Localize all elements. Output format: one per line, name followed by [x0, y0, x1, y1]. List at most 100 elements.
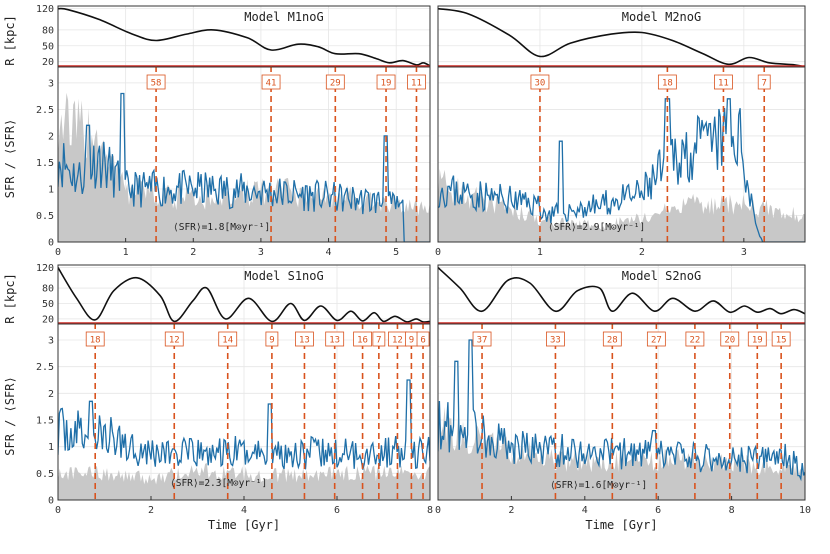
pericenter-label-box [685, 331, 705, 347]
pericenter-label: 9 [269, 336, 274, 346]
y-axis-label-radius: R [kpc] [3, 273, 17, 324]
pericenter-label-box [747, 331, 767, 347]
y-tick-label: 2.5 [36, 362, 54, 373]
pericenter-label-box [657, 74, 677, 90]
x-axis-label: Time [Gyr] [208, 518, 280, 532]
reference-sfr-area [438, 168, 805, 242]
x-tick-label: 4 [582, 505, 588, 516]
pericenter-label: 13 [329, 336, 340, 346]
x-tick-label: 0 [435, 247, 441, 258]
pericenter-label-box [85, 331, 105, 347]
x-tick-label: 0 [435, 505, 441, 516]
y-tick-label: 80 [42, 284, 54, 295]
y-tick-label: 50 [42, 41, 54, 52]
pericenter-label-box [546, 331, 565, 347]
sfr-series-line [438, 339, 805, 482]
y-tick-label: 50 [42, 299, 54, 310]
pericenter-label-box [372, 331, 386, 347]
panel-2: 18 12 14 9 13 13 16 7 12 9 60 2 4 6 812080502000.511.5… [3, 263, 433, 532]
pericenter-label: 11 [718, 79, 729, 89]
y-tick-label: 1.5 [36, 158, 54, 169]
pericenter-label: 16 [357, 336, 368, 346]
y-tick-label: 3 [48, 78, 54, 89]
x-tick-label: 4 [241, 505, 247, 516]
y-axis-label-sfr: SFR / ⟨SFR⟩ [3, 119, 17, 198]
pericenter-label-box [353, 331, 372, 347]
average-sfr-annotation: ⟨SFR⟩=2.3[M⊙yr⁻¹] [170, 478, 267, 489]
sfr-series-line [438, 98, 805, 242]
x-tick-label: 2 [148, 505, 154, 516]
pericenter-label-box [164, 331, 184, 347]
y-tick-label: 1 [48, 184, 54, 195]
y-tick-label: 20 [42, 57, 54, 68]
panel-1: 30 18 11 7 0 1 2 3 Model M2noG ⟨SFR⟩=2.9[M⊙yr⁻¹] [435, 5, 806, 258]
pericenter-label-box [757, 74, 771, 90]
pericenter-label-box [602, 331, 622, 347]
panel-title: Model S2noG [622, 269, 701, 283]
pericenter-label: 37 [477, 336, 488, 346]
reference-sfr-area [58, 463, 430, 500]
pericenter-label: 6 [420, 336, 425, 346]
pericenter-label: 20 [724, 336, 735, 346]
panel-title: Model M1noG [244, 10, 323, 24]
x-tick-label: 2 [508, 505, 514, 516]
orbit-radius-line [438, 267, 805, 315]
pericenter-label: 29 [330, 79, 341, 89]
pericenter-label: 7 [762, 79, 767, 89]
y-tick-label: 2.5 [36, 105, 54, 116]
pericenter-label: 14 [222, 336, 233, 346]
x-tick-label: 8 [427, 505, 433, 516]
sfr-series-line [58, 379, 430, 470]
pericenter-label: 15 [776, 336, 787, 346]
average-sfr-annotation: ⟨SFR⟩=1.8[M⊙yr⁻¹] [173, 222, 270, 233]
pericenter-label: 18 [90, 336, 101, 346]
pericenter-label-box [714, 74, 733, 90]
y-tick-label: 20 [42, 314, 54, 325]
x-tick-label: 1 [123, 247, 129, 258]
x-tick-label: 5 [393, 247, 399, 258]
pericenter-label: 9 [409, 336, 414, 346]
x-tick-label: 3 [741, 247, 747, 258]
pericenter-label: 19 [752, 336, 763, 346]
average-sfr-annotation: ⟨SFR⟩=2.9[M⊙yr⁻¹] [548, 222, 645, 233]
orbit-radius-line [438, 7, 805, 67]
reference-sfr-area [438, 406, 805, 500]
y-tick-label: 0 [48, 496, 54, 507]
bottom-axes-frame [437, 323, 806, 501]
pericenter-label-box [261, 74, 281, 90]
y-axis-label-sfr: SFR / ⟨SFR⟩ [3, 376, 17, 455]
pericenter-label-box [325, 331, 345, 347]
y-tick-label: 1.5 [36, 416, 54, 427]
pericenter-label-box [265, 331, 279, 347]
y-tick-label: 2 [48, 131, 54, 142]
pericenter-label-box [146, 74, 166, 90]
orbit-radius-line [58, 267, 430, 323]
pericenter-label: 41 [266, 79, 277, 89]
pericenter-label: 12 [169, 336, 180, 346]
x-tick-label: 1 [537, 247, 543, 258]
panel-title: Model S1noG [244, 269, 323, 283]
panel-0: 58 41 29 19 11 0 1 2 3 4 5 120 80 50 20 0 0.5 1 1.5 2 2.5 3 R … [3, 4, 431, 258]
y-tick-label: 120 [36, 263, 54, 274]
reference-sfr-area [58, 92, 430, 242]
pericenter-label: 28 [607, 336, 618, 346]
pericenter-label-box [646, 331, 666, 347]
pericenter-label-box [295, 331, 314, 347]
x-axis-label: Time [Gyr] [585, 518, 657, 532]
sfr-series-line [58, 92, 430, 242]
y-tick-label: 0 [48, 238, 54, 249]
y-tick-label: 80 [42, 25, 54, 36]
x-tick-label: 10 [799, 505, 811, 516]
x-tick-label: 2 [639, 247, 645, 258]
x-tick-label: 4 [326, 247, 332, 258]
pericenter-label-box [376, 74, 396, 90]
pericenter-label-box [771, 331, 791, 347]
pericenter-label: 19 [381, 79, 392, 89]
pericenter-label: 30 [535, 79, 546, 89]
y-tick-label: 0.5 [36, 211, 54, 222]
pericenter-label: 18 [662, 79, 673, 89]
pericenter-label-box [218, 331, 238, 347]
x-tick-label: 3 [258, 247, 264, 258]
average-sfr-annotation: ⟨SFR⟩=1.6[M⊙yr⁻¹] [550, 480, 647, 491]
panel-title: Model M2noG [622, 10, 701, 24]
